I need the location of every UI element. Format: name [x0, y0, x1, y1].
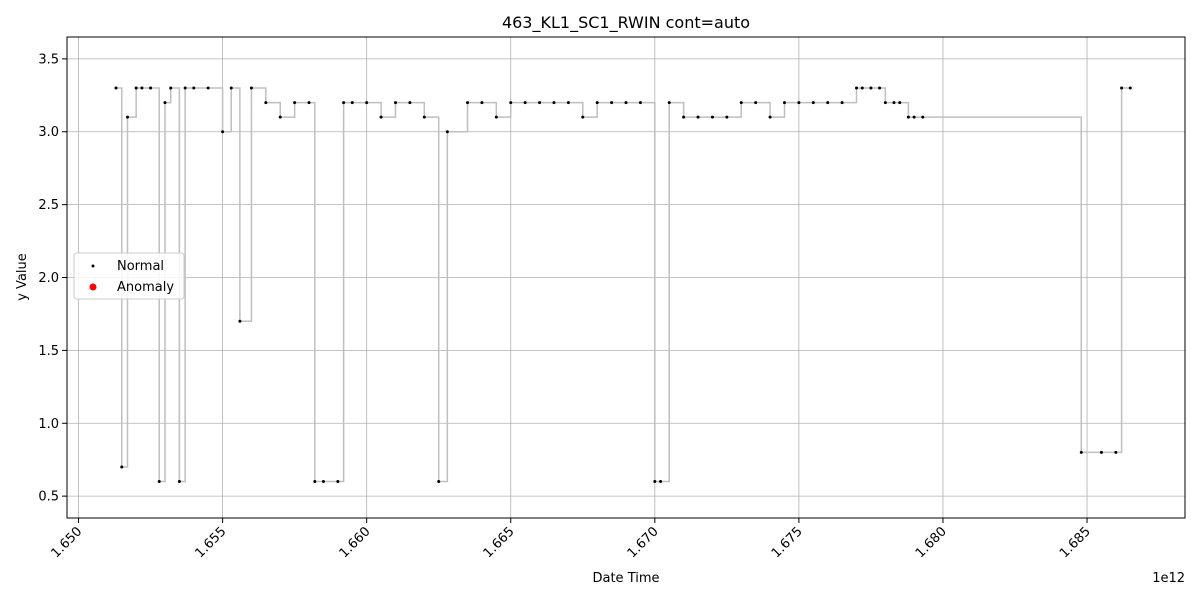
normal-point	[782, 101, 786, 105]
legend-anomaly-label: Anomaly	[117, 280, 174, 295]
normal-point	[238, 319, 242, 323]
normal-point	[696, 115, 700, 119]
normal-point	[892, 101, 896, 105]
normal-point	[278, 115, 282, 119]
normal-point	[126, 115, 130, 119]
normal-point	[393, 101, 397, 105]
normal-point	[811, 101, 815, 105]
normal-point	[552, 101, 556, 105]
normal-point	[653, 480, 657, 484]
series-points	[114, 86, 1132, 484]
normal-point	[869, 86, 873, 90]
normal-point	[365, 101, 369, 105]
normal-point	[538, 101, 542, 105]
normal-point	[379, 115, 383, 119]
normal-point	[878, 86, 882, 90]
normal-point	[480, 101, 484, 105]
normal-point	[566, 101, 570, 105]
normal-point	[336, 480, 340, 484]
normal-point	[307, 101, 311, 105]
normal-point	[321, 480, 325, 484]
normal-point	[114, 86, 118, 90]
normal-point	[163, 101, 167, 105]
y-axis-ticks: 0.5 1.0 1.5 2.0 2.5 3.0 3.5	[38, 52, 67, 505]
normal-point	[1120, 86, 1124, 90]
normal-point	[494, 115, 498, 119]
y-tick-label: 3.5	[38, 52, 59, 67]
normal-point	[624, 101, 628, 105]
normal-point	[408, 101, 412, 105]
normal-point	[725, 115, 729, 119]
normal-point	[350, 101, 354, 105]
normal-point	[754, 101, 758, 105]
normal-point	[293, 101, 297, 105]
normal-point	[1079, 450, 1083, 454]
normal-point	[149, 86, 153, 90]
normal-point	[610, 101, 614, 105]
normal-point	[120, 465, 124, 469]
normal-point	[206, 86, 210, 90]
normal-point	[906, 115, 910, 119]
legend-anomaly-marker	[89, 283, 97, 291]
legend-box	[73, 252, 185, 300]
normal-point	[710, 115, 714, 119]
normal-point	[659, 480, 663, 484]
normal-point	[229, 86, 233, 90]
normal-point	[466, 101, 470, 105]
normal-point	[1099, 450, 1103, 454]
normal-point	[1114, 450, 1118, 454]
legend-normal-marker	[91, 264, 95, 268]
normal-point	[313, 480, 317, 484]
y-axis-label: y Value	[15, 253, 30, 301]
y-tick-label: 1.0	[38, 417, 59, 432]
normal-point	[581, 115, 585, 119]
y-tick-label: 1.5	[38, 344, 59, 359]
normal-point	[826, 101, 830, 105]
normal-point	[134, 86, 138, 90]
normal-point	[595, 101, 599, 105]
y-tick-label: 0.5	[38, 490, 59, 505]
normal-point	[1128, 86, 1132, 90]
normal-point	[898, 101, 902, 105]
x-axis-label: Date Time	[592, 571, 659, 586]
normal-point	[523, 101, 527, 105]
normal-point	[422, 115, 426, 119]
normal-point	[169, 86, 173, 90]
normal-point	[183, 86, 187, 90]
normal-point	[883, 101, 887, 105]
normal-point	[177, 480, 181, 484]
x-axis-offset-label: 1e12	[1152, 571, 1185, 586]
legend-normal-label: Normal	[117, 259, 164, 274]
normal-point	[192, 86, 196, 90]
normal-point	[768, 115, 772, 119]
normal-point	[140, 86, 144, 90]
normal-point	[667, 101, 671, 105]
normal-point	[445, 130, 449, 134]
normal-point	[638, 101, 642, 105]
normal-point	[342, 101, 346, 105]
legend: Normal Anomaly	[73, 252, 185, 300]
normal-point	[912, 115, 916, 119]
normal-point	[437, 480, 441, 484]
y-tick-label: 2.0	[38, 271, 59, 286]
normal-point	[797, 101, 801, 105]
grid	[67, 37, 1185, 518]
normal-point	[157, 480, 161, 484]
normal-point	[860, 86, 864, 90]
normal-point	[739, 101, 743, 105]
normal-point	[509, 101, 513, 105]
normal-point	[840, 101, 844, 105]
normal-point	[264, 101, 268, 105]
normal-point	[921, 115, 925, 119]
y-tick-label: 2.5	[38, 198, 59, 213]
normal-point	[221, 130, 225, 134]
y-tick-label: 3.0	[38, 125, 59, 140]
normal-point	[682, 115, 686, 119]
normal-point	[249, 86, 253, 90]
normal-point	[855, 86, 859, 90]
chart-title: 463_KL1_SC1_RWIN cont=auto	[502, 13, 750, 33]
